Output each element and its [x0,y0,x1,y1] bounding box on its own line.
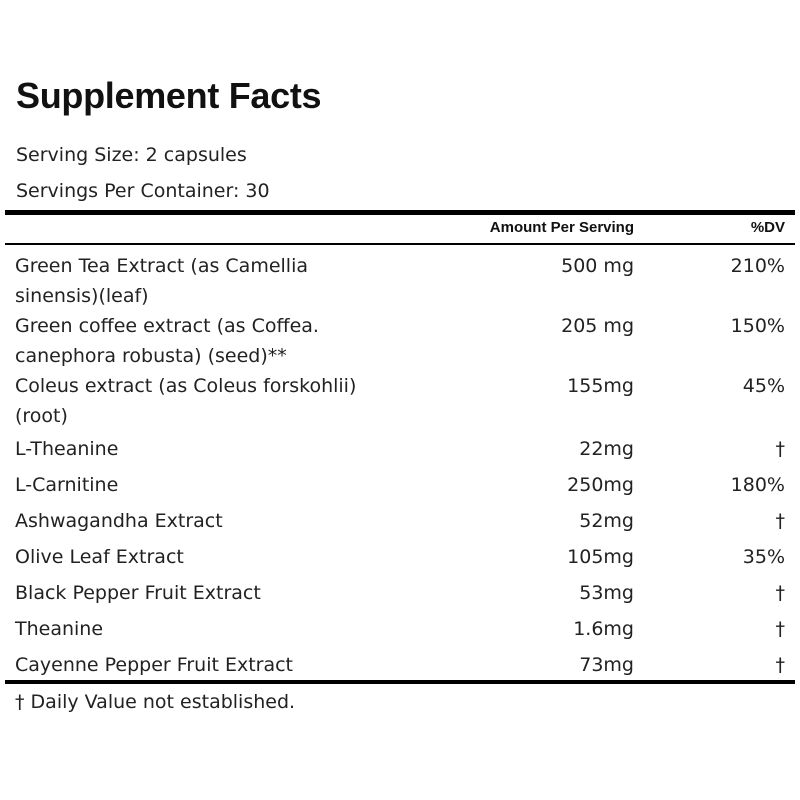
ingredient-dv: 180% [730,474,785,496]
panel-title: Supplement Facts [16,75,322,116]
bottom-thick-divider [5,680,795,684]
ingredient-amount: 73mg [579,654,634,676]
ingredient-dv: 35% [742,546,785,568]
ingredient-name: L-Carnitine [15,474,119,496]
ingredient-name: Olive Leaf Extract [15,546,184,568]
ingredient-amount: 105mg [567,546,634,568]
ingredient-amount: 1.6mg [573,618,634,640]
ingredient-dv: † [775,438,786,460]
ingredient-row: L-Theanine 22mg † [5,431,795,467]
daily-value-header: %DV [750,219,785,236]
ingredient-dv: † [775,654,786,676]
ingredient-row: Theanine 1.6mg † [5,611,795,647]
ingredient-amount: 155mg [567,375,634,397]
ingredient-dv: † [775,510,786,532]
ingredient-amount: 52mg [579,510,634,532]
ingredient-amount: 500 mg [561,255,634,277]
ingredient-dv: † [775,618,786,640]
ingredient-amount: 22mg [579,438,634,460]
ingredient-name: Coleus extract (as Coleus forskohlii) (r… [15,375,357,427]
ingredient-row: Ashwagandha Extract 52mg † [5,503,795,539]
footnote: † Daily Value not established. [15,691,296,713]
amount-per-serving-header: Amount Per Serving [489,219,634,236]
ingredient-name: Green Tea Extract (as Camellia sinensis)… [15,255,308,307]
ingredient-dv: † [775,582,786,604]
supplement-facts-panel: Supplement Facts Serving Size: 2 capsule… [5,0,795,800]
ingredient-name: L-Theanine [15,438,119,460]
ingredient-name: Black Pepper Fruit Extract [15,582,261,604]
serving-size: Serving Size: 2 capsules [16,144,247,166]
ingredient-row: Coleus extract (as Coleus forskohlii) (r… [5,371,795,431]
ingredient-amount: 205 mg [561,315,634,337]
top-thick-divider [5,210,795,215]
ingredient-row: Cayenne Pepper Fruit Extract 73mg † [5,647,795,683]
ingredient-list: Green Tea Extract (as Camellia sinensis)… [5,251,795,683]
ingredient-dv: 150% [730,315,785,337]
ingredient-name: Theanine [15,618,104,640]
ingredient-name: Ashwagandha Extract [15,510,223,532]
ingredient-dv: 45% [742,375,785,397]
ingredient-row: L-Carnitine 250mg 180% [5,467,795,503]
ingredient-name: Green coffee extract (as Coffea. canepho… [15,315,319,367]
servings-per-container: Servings Per Container: 30 [16,180,270,202]
ingredient-amount: 53mg [579,582,634,604]
header-divider [5,243,795,245]
ingredient-name: Cayenne Pepper Fruit Extract [15,654,294,676]
ingredient-row: Green Tea Extract (as Camellia sinensis)… [5,251,795,311]
ingredient-amount: 250mg [567,474,634,496]
ingredient-row: Green coffee extract (as Coffea. canepho… [5,311,795,371]
ingredient-dv: 210% [730,255,785,277]
ingredient-row: Black Pepper Fruit Extract 53mg † [5,575,795,611]
ingredient-row: Olive Leaf Extract 105mg 35% [5,539,795,575]
